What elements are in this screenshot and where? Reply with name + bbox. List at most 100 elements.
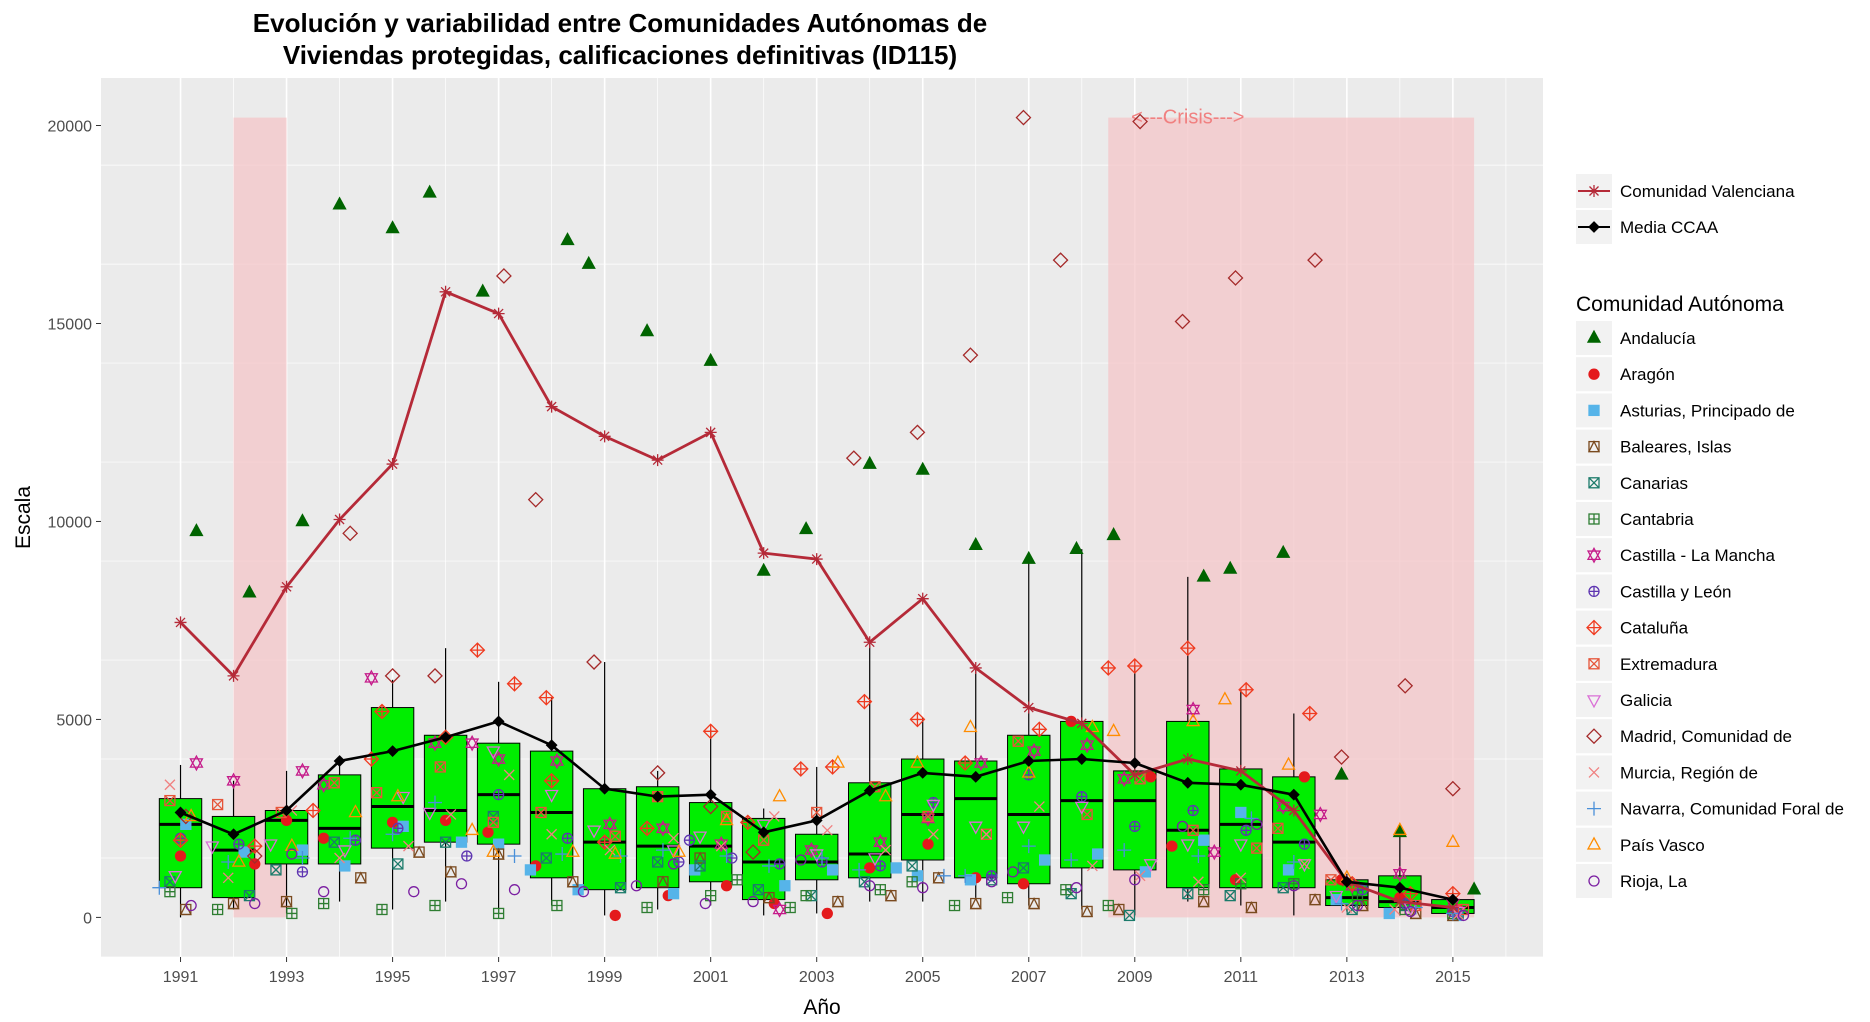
data-point	[503, 769, 515, 781]
x-tick-label: 2011	[1224, 969, 1259, 986]
data-point	[227, 669, 240, 682]
box-rect	[423, 734, 468, 843]
data-point	[1134, 870, 1146, 882]
data-point	[337, 845, 352, 859]
data-point	[1179, 640, 1196, 657]
data-point	[280, 895, 293, 908]
data-point	[185, 899, 197, 912]
data-point	[915, 461, 930, 475]
legend-label: Castilla - La Mancha	[1620, 546, 1776, 565]
data-point	[354, 871, 367, 884]
data-point	[1298, 858, 1310, 870]
data-point	[371, 787, 383, 799]
data-point	[1392, 824, 1407, 838]
y-tick-label: 20000	[48, 119, 93, 136]
x-tick-label: 2001	[693, 969, 729, 986]
data-point	[726, 852, 738, 864]
data-point	[598, 782, 611, 795]
data-point	[349, 834, 362, 846]
data-point	[524, 864, 537, 876]
data-point	[211, 903, 224, 916]
data-point	[174, 850, 187, 862]
data-point	[1240, 824, 1252, 836]
data-point	[667, 858, 680, 870]
data-point	[1031, 721, 1048, 738]
data-point	[1235, 806, 1247, 819]
data-point	[702, 798, 719, 815]
data-point	[1288, 880, 1300, 892]
legend-label: Canarias	[1620, 474, 1688, 493]
data-point	[465, 734, 480, 752]
data-point	[917, 882, 929, 894]
data-point	[1217, 691, 1233, 705]
data-point	[527, 491, 544, 508]
data-point	[845, 450, 862, 467]
data-point	[683, 834, 696, 846]
data-point	[560, 232, 575, 246]
data-point	[756, 819, 771, 833]
data-point	[1070, 882, 1083, 894]
data-point	[651, 454, 664, 467]
data-point	[1143, 859, 1158, 873]
data-point	[906, 876, 918, 888]
data-point	[639, 323, 655, 337]
data-point	[784, 901, 796, 914]
data-point	[1021, 839, 1036, 854]
data-point	[1207, 843, 1222, 861]
data-point	[768, 810, 780, 822]
legend-label: Extremadura	[1620, 655, 1718, 674]
data-point	[1198, 834, 1210, 846]
data-point	[577, 886, 590, 898]
data-point	[906, 860, 918, 872]
data-point	[864, 862, 876, 874]
data-point	[334, 852, 346, 864]
data-point	[1017, 862, 1030, 874]
data-point	[1106, 723, 1121, 737]
data-point	[985, 876, 998, 888]
data-point	[598, 430, 611, 443]
data-point	[1117, 770, 1132, 788]
data-point	[1086, 860, 1098, 872]
data-point	[1128, 757, 1141, 769]
data-point	[305, 802, 321, 819]
data-point	[1301, 705, 1318, 722]
data-point	[1393, 895, 1406, 908]
data-point	[168, 871, 183, 885]
data-point	[830, 754, 845, 768]
data-point	[792, 761, 809, 777]
data-point	[333, 513, 346, 526]
x-tick-label: 1993	[269, 969, 305, 986]
data-point	[1081, 808, 1093, 821]
data-point	[328, 836, 340, 848]
data-point	[1022, 701, 1035, 714]
data-point	[1192, 876, 1204, 888]
data-point	[752, 884, 765, 896]
data-point	[795, 854, 807, 866]
data-point	[386, 816, 399, 829]
data-point	[332, 196, 347, 210]
series-markers-comunidad-valenciana	[174, 285, 1459, 914]
data-point	[246, 838, 263, 855]
data-point	[1334, 896, 1349, 911]
data-point	[667, 887, 680, 900]
data-point	[1457, 909, 1470, 922]
data-point	[968, 821, 983, 835]
chart-title-line-2: Viviendas protegidas, calificaciones def…	[282, 40, 958, 70]
data-point	[221, 854, 236, 869]
data-point	[957, 755, 974, 771]
data-point	[1307, 252, 1323, 269]
data-point	[704, 426, 717, 439]
data-point	[408, 886, 420, 898]
data-point	[296, 866, 309, 878]
data-point	[544, 789, 559, 803]
data-point	[969, 661, 982, 674]
data-point	[762, 891, 776, 904]
data-point	[1227, 270, 1244, 286]
legend-marker	[1586, 619, 1602, 636]
data-point	[880, 844, 892, 856]
data-point	[874, 860, 886, 872]
data-point	[1015, 109, 1032, 126]
legend-marker	[1588, 875, 1600, 887]
data-point	[174, 616, 187, 629]
data-point	[164, 886, 176, 898]
